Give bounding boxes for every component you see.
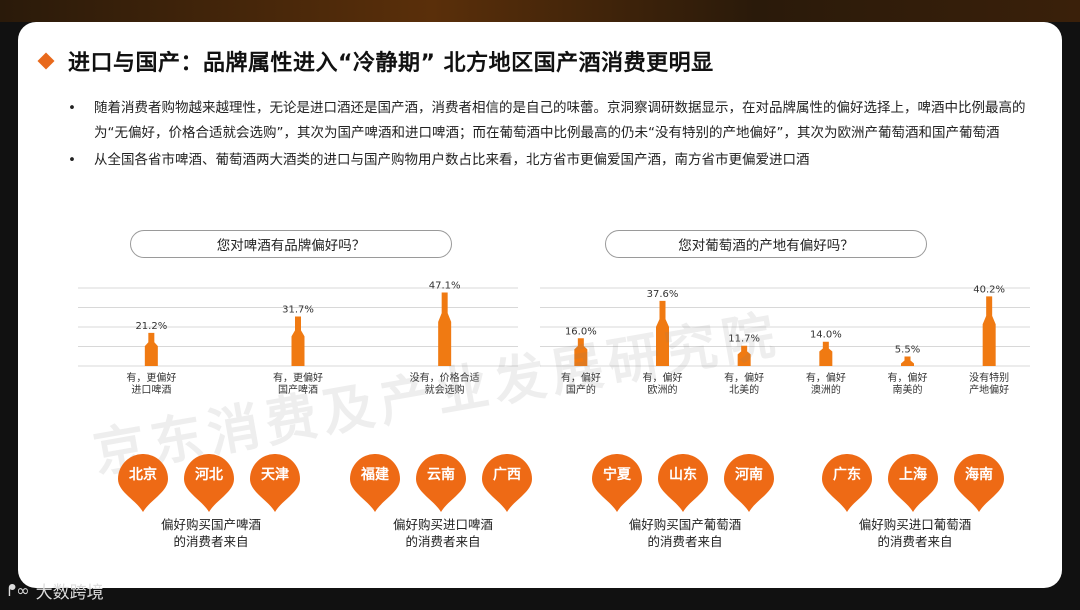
data-label: 16.0% (565, 326, 597, 337)
bar-bottle (737, 345, 751, 366)
category-label: 有，更偏好 (126, 371, 176, 384)
region-caption: 偏好购买进口啤酒 的消费者来自 (328, 516, 558, 550)
data-label: 47.1% (429, 281, 461, 292)
region-caption: 偏好购买国产葡萄酒 的消费者来自 (570, 516, 800, 550)
city-label: 福建 (361, 467, 389, 483)
bar-bottle (982, 296, 996, 366)
bar-bottle (656, 300, 669, 366)
weibo-like-icon: ᖰ∞ (8, 580, 30, 600)
location-pin-icon: 天津 (248, 454, 302, 512)
bar-bottle (438, 292, 452, 366)
category-label: 欧洲的 (648, 383, 678, 396)
caption-line: 的消费者来自 (877, 534, 953, 549)
caption-line: 偏好购买进口啤酒 (392, 517, 493, 532)
data-label: 11.7% (728, 334, 760, 345)
location-pin-icon: 上海 (886, 454, 940, 512)
location-pin-icon: 河南 (722, 454, 776, 512)
wine-chart-title: 您对葡萄酒的产地有偏好吗？ (605, 230, 927, 258)
location-pin-icon: 山东 (656, 454, 710, 512)
bullet-text: 从全国各省市啤酒、葡萄酒两大酒类的进口与国产购物用户数占比来看，北方省市更偏爱国… (94, 152, 810, 168)
region-caption: 偏好购买国产啤酒 的消费者来自 (96, 516, 326, 550)
category-label: 有，偏好 (806, 371, 846, 384)
category-label: 进口啤酒 (131, 384, 171, 396)
data-label: 21.2% (135, 321, 167, 332)
title-row: 进口与国产：品牌属性进入“冷静期” 北方地区国产酒消费更明显 (37, 46, 714, 76)
wine-origin-chart: 16.0%有，偏好国产的37.6%有，偏好欧洲的11.7%有，偏好北美的14.0… (540, 284, 1030, 396)
city-label: 天津 (261, 467, 289, 483)
location-pin-icon: 福建 (348, 454, 402, 512)
city-label: 北京 (129, 467, 157, 483)
category-label: 有，偏好 (561, 371, 601, 384)
data-label: 37.6% (647, 289, 679, 300)
caption-line: 偏好购买国产葡萄酒 (628, 517, 742, 532)
bar-bottle (291, 316, 305, 366)
category-label: 产地偏好 (969, 383, 1009, 396)
caption-line: 的消费者来自 (647, 534, 723, 549)
city-label: 宁夏 (603, 467, 631, 483)
diamond-bullet-icon (37, 52, 55, 70)
city-label: 山东 (669, 467, 697, 483)
location-pin-icon: 广东 (820, 454, 874, 512)
category-label: 有，偏好 (724, 371, 764, 384)
page-title: 进口与国产：品牌属性进入“冷静期” 北方地区国产酒消费更明显 (68, 51, 714, 76)
category-label: 有，偏好 (888, 371, 928, 384)
city-label: 海南 (965, 467, 993, 483)
top-decorative-strip (0, 0, 1080, 22)
location-pin-icon: 广西 (480, 454, 534, 512)
data-label: 31.7% (282, 305, 314, 316)
city-label: 上海 (899, 467, 927, 483)
data-label: 14.0% (810, 330, 842, 341)
region-caption: 偏好购买进口葡萄酒 的消费者来自 (800, 516, 1030, 550)
bar-bottle (574, 338, 588, 366)
city-label: 云南 (427, 467, 455, 483)
location-pin-icon: 北京 (116, 454, 170, 512)
bullet-text: 随着消费者购物越来越理性，无论是进口酒还是国产酒，消费者相信的是自己的味蕾。京洞… (94, 100, 1026, 141)
location-pin-icon: 宁夏 (590, 454, 644, 512)
bullet-dot-icon: • (68, 152, 76, 168)
category-label: 南美的 (893, 383, 923, 396)
city-label: 河北 (195, 467, 223, 483)
city-label: 广东 (833, 467, 861, 483)
beer-preference-chart: 21.2%有，更偏好进口啤酒31.7%有，更偏好国产啤酒47.1%没有，价格合适… (78, 281, 518, 396)
brand-text: 大数跨境 (35, 583, 104, 603)
brand-footer: ᖰ∞ 大数跨境 (8, 578, 104, 604)
bullet-item: • 从全国各省市啤酒、葡萄酒两大酒类的进口与国产购物用户数占比来看，北方省市更偏… (66, 148, 1026, 173)
caption-line: 偏好购买进口葡萄酒 (858, 517, 972, 532)
category-label: 北美的 (729, 383, 759, 396)
city-label: 广西 (493, 467, 521, 483)
category-label: 就会选购 (425, 383, 465, 396)
category-label: 澳洲的 (811, 383, 841, 396)
caption-line: 的消费者来自 (173, 534, 249, 549)
bar-bottle (819, 341, 833, 366)
location-pin-icon: 河北 (182, 454, 236, 512)
beer-chart-title: 您对啤酒有品牌偏好吗？ (130, 230, 452, 258)
caption-line: 偏好购买国产啤酒 (160, 517, 261, 532)
category-label: 没有，价格合适 (410, 371, 480, 384)
category-label: 有，偏好 (643, 371, 683, 384)
bar-bottle (901, 356, 914, 366)
bullet-list: • 随着消费者购物越来越理性，无论是进口酒还是国产酒，消费者相信的是自己的味蕾。… (66, 96, 1026, 173)
bar-bottle (144, 332, 158, 366)
city-label: 河南 (735, 467, 763, 483)
category-label: 没有特别 (969, 371, 1009, 384)
caption-line: 的消费者来自 (405, 534, 481, 549)
slide-card: 进口与国产：品牌属性进入“冷静期” 北方地区国产酒消费更明显 • 随着消费者购物… (18, 22, 1062, 588)
bullet-dot-icon: • (68, 100, 76, 116)
category-label: 国产的 (566, 383, 596, 396)
data-label: 40.2% (973, 284, 1005, 295)
data-label: 5.5% (895, 344, 920, 355)
location-pin-icon: 海南 (952, 454, 1006, 512)
bullet-item: • 随着消费者购物越来越理性，无论是进口酒还是国产酒，消费者相信的是自己的味蕾。… (66, 96, 1026, 146)
category-label: 国产啤酒 (278, 383, 318, 396)
location-pin-icon: 云南 (414, 454, 468, 512)
category-label: 有，更偏好 (273, 371, 323, 384)
